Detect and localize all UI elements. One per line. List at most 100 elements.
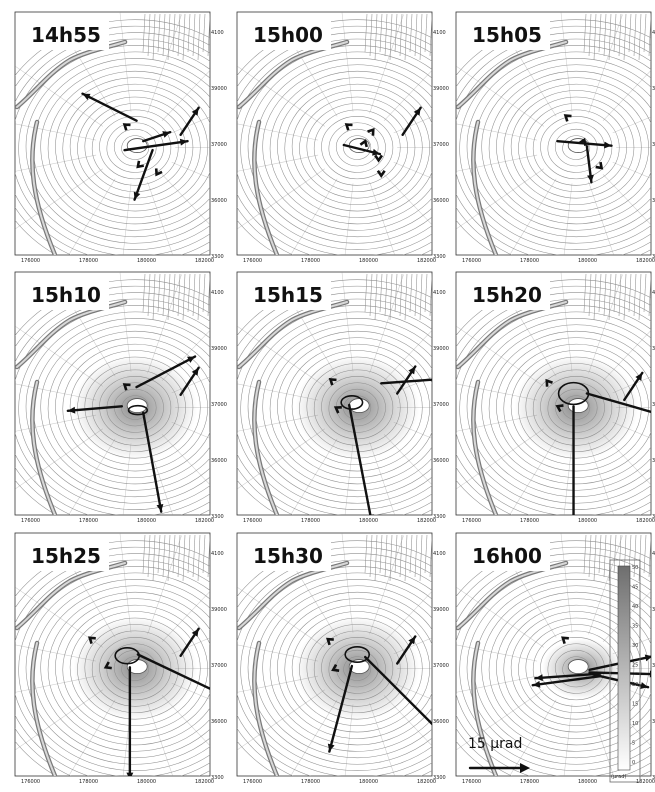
escarpment-hatch (424, 273, 428, 313)
contour-line (40, 64, 210, 231)
y-tick-label: 37000 (652, 402, 655, 408)
gully-line (509, 178, 557, 255)
y-tick-label: 3300 (433, 775, 446, 781)
contour-line (554, 388, 598, 427)
tilt-vector-small (367, 127, 375, 136)
contour-line (321, 637, 394, 701)
y-tick-label: 36000 (211, 198, 227, 204)
gully-line (147, 441, 174, 515)
contour-line (84, 624, 186, 714)
x-tick-label: 180000 (359, 258, 378, 264)
gully-line (456, 65, 545, 127)
contour-line (106, 122, 164, 173)
gully-line (456, 644, 538, 662)
tilt-vector (364, 655, 432, 726)
gully-line (588, 535, 623, 635)
gully-line (393, 376, 432, 394)
y-tick-label: 37000 (433, 142, 449, 148)
tilt-vector-head (370, 514, 374, 515)
tilt-vector-head (587, 174, 594, 183)
colorbar-unit: (µrad) (611, 774, 626, 780)
tilt-vector-small (555, 404, 564, 413)
summit-crater (348, 659, 370, 674)
time-label: 15h25 (31, 544, 101, 568)
escarpment-hatch (424, 534, 428, 574)
escarpment-hatch (608, 534, 612, 582)
escarpment-hatch (379, 534, 383, 574)
time-label-box (23, 18, 109, 50)
gully-line (290, 438, 338, 515)
tilt-vector-small (333, 406, 342, 414)
escarpment-hatch (414, 13, 418, 57)
y-tick-label: 3300 (652, 254, 655, 260)
contour-line (540, 116, 613, 180)
contour-line (91, 630, 179, 707)
contour-line (91, 109, 179, 186)
escarpment-hatch (384, 13, 388, 57)
contour-line (121, 395, 150, 420)
escarpment-hatch (192, 273, 196, 317)
x-tick-label: 176000 (21, 518, 40, 524)
contour-line (91, 369, 179, 446)
gully-line (119, 272, 132, 372)
gully-line (456, 325, 545, 387)
y-tick-label: 4100 (652, 290, 655, 296)
contour-line (328, 122, 386, 173)
time-label-box (464, 539, 550, 571)
tilt-vector (142, 411, 163, 513)
y-tick-label: 4100 (652, 551, 655, 557)
tilt-vector-small (344, 123, 353, 131)
y-tick-label: 4100 (433, 290, 446, 296)
escarpment-hatch (162, 273, 166, 317)
tilt-vector-head (82, 93, 91, 101)
gully-line (588, 181, 615, 255)
escarpment-hatch (613, 13, 617, 53)
y-tick-label: 37000 (652, 663, 655, 669)
gully-line (369, 441, 396, 515)
escarpment-hatch (598, 534, 602, 574)
escarpment-hatch (147, 534, 151, 578)
escarpment-hatch (429, 273, 432, 317)
tilt-vector-head (126, 772, 134, 776)
contour-line (299, 356, 416, 459)
gully-line (344, 704, 354, 776)
tilt-vector-small (376, 170, 386, 179)
escarpment-hatch (623, 273, 627, 321)
escarpment-hatch (207, 534, 210, 578)
colorbar-ramp (617, 565, 631, 771)
time-label: 15h00 (253, 23, 323, 47)
escarpment-hatch (628, 13, 632, 53)
gully-line (122, 443, 132, 515)
gully-line (15, 644, 97, 662)
gully-line (456, 689, 545, 751)
contour-line (313, 369, 401, 446)
contour-line (15, 38, 210, 255)
x-tick-label: 178000 (301, 779, 320, 785)
gully-line (393, 161, 432, 179)
escarpment-hatch (157, 534, 161, 574)
contour-line (255, 58, 432, 238)
gully-line (563, 704, 573, 776)
tilt-vector-head (413, 107, 421, 116)
contour-line (33, 579, 210, 759)
gully-line (171, 376, 210, 394)
panel-15h00: 15h00 176000 178000 180000 182000 4100 39000 37… (236, 11, 449, 264)
tilt-vector-small (136, 160, 145, 169)
tilt-vector-head (133, 191, 141, 200)
colorbar-tick-label: 30 (632, 643, 638, 649)
escarpment-hatch (197, 534, 201, 582)
gully-line (456, 123, 538, 141)
x-tick-label: 176000 (243, 518, 262, 524)
contour-line (84, 363, 186, 453)
escarpment-hatch (369, 273, 373, 317)
tilt-vector-head (532, 680, 541, 688)
x-tick-label: 178000 (79, 518, 98, 524)
gully-line (560, 533, 573, 633)
time-label-box (464, 278, 550, 310)
tilt-vector (133, 148, 154, 201)
x-tick-label: 176000 (21, 258, 40, 264)
time-label-box (245, 539, 331, 571)
contour-line (15, 559, 210, 776)
escarpment-hatch (389, 273, 393, 321)
tilt-vector-head (535, 674, 543, 682)
